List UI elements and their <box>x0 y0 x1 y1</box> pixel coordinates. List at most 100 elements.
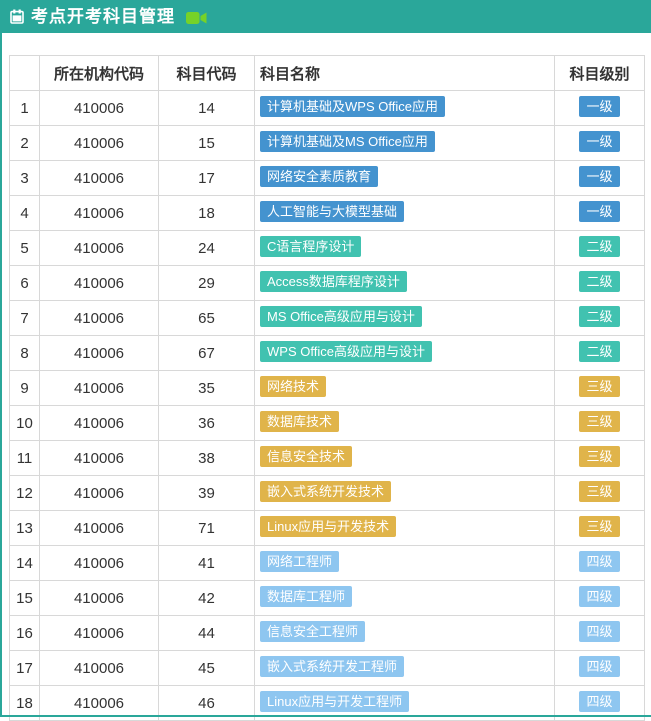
org-code-cell: 410006 <box>39 300 159 336</box>
subject-level-cell: 一级 <box>554 195 645 231</box>
subject-code-cell: 24 <box>158 230 255 266</box>
org-code-cell: 410006 <box>39 580 159 616</box>
subject-code-cell: 14 <box>158 90 255 126</box>
table-row: 10 410006 36 数据库技术 三级 <box>9 405 645 441</box>
panel-left-border <box>0 0 2 717</box>
video-camera-icon <box>186 11 207 25</box>
row-index-cell: 7 <box>9 300 40 336</box>
subject-level-badge: 四级 <box>579 655 620 677</box>
subject-name-cell: MS Office高级应用与设计 <box>254 300 555 336</box>
org-code-cell: 410006 <box>39 335 159 371</box>
subject-level-badge: 三级 <box>579 445 620 467</box>
table-row: 15 410006 42 数据库工程师 四级 <box>9 580 645 616</box>
subject-level-cell: 四级 <box>554 615 645 651</box>
subject-code-cell: 36 <box>158 405 255 441</box>
subject-level-cell: 二级 <box>554 265 645 301</box>
subject-code-cell: 35 <box>158 370 255 406</box>
org-code-cell: 410006 <box>39 370 159 406</box>
org-code-cell: 410006 <box>39 650 159 686</box>
table-row: 16 410006 44 信息安全工程师 四级 <box>9 615 645 651</box>
col-header-subject-level: 科目级别 <box>554 55 645 91</box>
subjects-table: 所在机构代码 科目代码 科目名称 科目级别 1 410006 14 计算机基础及WPS… <box>9 55 645 721</box>
subject-name-badge[interactable]: 网络技术 <box>260 375 327 397</box>
subject-name-badge[interactable]: Linux应用与开发技术 <box>260 515 397 537</box>
subject-name-cell: Access数据库程序设计 <box>254 265 555 301</box>
subject-name-badge[interactable]: 计算机基础及MS Office应用 <box>260 130 435 152</box>
subject-level-cell: 三级 <box>554 475 645 511</box>
subject-name-cell: 人工智能与大模型基础 <box>254 195 555 231</box>
subject-name-cell: Linux应用与开发技术 <box>254 510 555 546</box>
table-row: 17 410006 45 嵌入式系统开发工程师 四级 <box>9 650 645 686</box>
subject-name-cell: 信息安全工程师 <box>254 615 555 651</box>
panel-title: 考点开考科目管理 <box>31 7 175 26</box>
subject-code-cell: 29 <box>158 265 255 301</box>
subject-level-badge: 一级 <box>579 95 620 117</box>
subject-level-cell: 四级 <box>554 650 645 686</box>
subject-code-cell: 42 <box>158 580 255 616</box>
subject-name-badge[interactable]: Linux应用与开发工程师 <box>260 690 410 712</box>
row-index-cell: 2 <box>9 125 40 161</box>
org-code-cell: 410006 <box>39 195 159 231</box>
subject-name-badge[interactable]: C语言程序设计 <box>260 235 362 257</box>
subject-name-cell: 网络技术 <box>254 370 555 406</box>
row-index-cell: 14 <box>9 545 40 581</box>
table-row: 2 410006 15 计算机基础及MS Office应用 一级 <box>9 125 645 161</box>
row-index-cell: 1 <box>9 90 40 126</box>
table-row: 1 410006 14 计算机基础及WPS Office应用 一级 <box>9 90 645 126</box>
subject-level-badge: 三级 <box>579 515 620 537</box>
subject-code-cell: 45 <box>158 650 255 686</box>
subject-level-badge: 四级 <box>579 690 620 712</box>
subject-level-cell: 一级 <box>554 125 645 161</box>
subject-name-badge[interactable]: MS Office高级应用与设计 <box>260 305 422 327</box>
subject-code-cell: 17 <box>158 160 255 196</box>
col-header-subject-code: 科目代码 <box>158 55 255 91</box>
subject-name-badge[interactable]: 数据库工程师 <box>260 585 353 607</box>
calendar-icon <box>10 9 24 24</box>
subject-name-badge[interactable]: 计算机基础及WPS Office应用 <box>260 95 445 117</box>
subject-code-cell: 71 <box>158 510 255 546</box>
row-index-cell: 12 <box>9 475 40 511</box>
subject-code-cell: 41 <box>158 545 255 581</box>
subject-name-badge[interactable]: 网络安全素质教育 <box>260 165 379 187</box>
subject-name-cell: WPS Office高级应用与设计 <box>254 335 555 371</box>
subject-name-cell: 信息安全技术 <box>254 440 555 476</box>
subject-level-badge: 二级 <box>579 235 620 257</box>
subject-name-badge[interactable]: 信息安全工程师 <box>260 620 366 642</box>
subject-code-cell: 65 <box>158 300 255 336</box>
subject-name-cell: 计算机基础及MS Office应用 <box>254 125 555 161</box>
subject-code-cell: 18 <box>158 195 255 231</box>
subject-level-badge: 四级 <box>579 585 620 607</box>
org-code-cell: 410006 <box>39 440 159 476</box>
subject-level-badge: 二级 <box>579 270 620 292</box>
table-row: 6 410006 29 Access数据库程序设计 二级 <box>9 265 645 301</box>
subject-code-cell: 38 <box>158 440 255 476</box>
subject-name-cell: 网络工程师 <box>254 545 555 581</box>
subject-level-badge: 二级 <box>579 340 620 362</box>
org-code-cell: 410006 <box>39 160 159 196</box>
org-code-cell: 410006 <box>39 405 159 441</box>
row-index-cell: 17 <box>9 650 40 686</box>
subject-name-badge[interactable]: Access数据库程序设计 <box>260 270 407 292</box>
subject-level-cell: 二级 <box>554 335 645 371</box>
row-index-cell: 9 <box>9 370 40 406</box>
subject-name-badge[interactable]: 数据库技术 <box>260 410 340 432</box>
org-code-cell: 410006 <box>39 230 159 266</box>
subject-name-badge[interactable]: WPS Office高级应用与设计 <box>260 340 432 362</box>
subject-name-badge[interactable]: 嵌入式系统开发工程师 <box>260 655 405 677</box>
org-code-cell: 410006 <box>39 475 159 511</box>
subject-name-cell: 数据库技术 <box>254 405 555 441</box>
table-row: 14 410006 41 网络工程师 四级 <box>9 545 645 581</box>
subject-level-cell: 二级 <box>554 230 645 266</box>
subject-level-cell: 二级 <box>554 300 645 336</box>
subject-code-cell: 39 <box>158 475 255 511</box>
row-index-cell: 8 <box>9 335 40 371</box>
subject-level-cell: 三级 <box>554 405 645 441</box>
subject-name-badge[interactable]: 信息安全技术 <box>260 445 353 467</box>
subject-name-badge[interactable]: 嵌入式系统开发技术 <box>260 480 392 502</box>
subject-name-badge[interactable]: 网络工程师 <box>260 550 340 572</box>
subject-name-badge[interactable]: 人工智能与大模型基础 <box>260 200 405 222</box>
row-index-cell: 10 <box>9 405 40 441</box>
subject-code-cell: 44 <box>158 615 255 651</box>
subject-code-cell: 67 <box>158 335 255 371</box>
